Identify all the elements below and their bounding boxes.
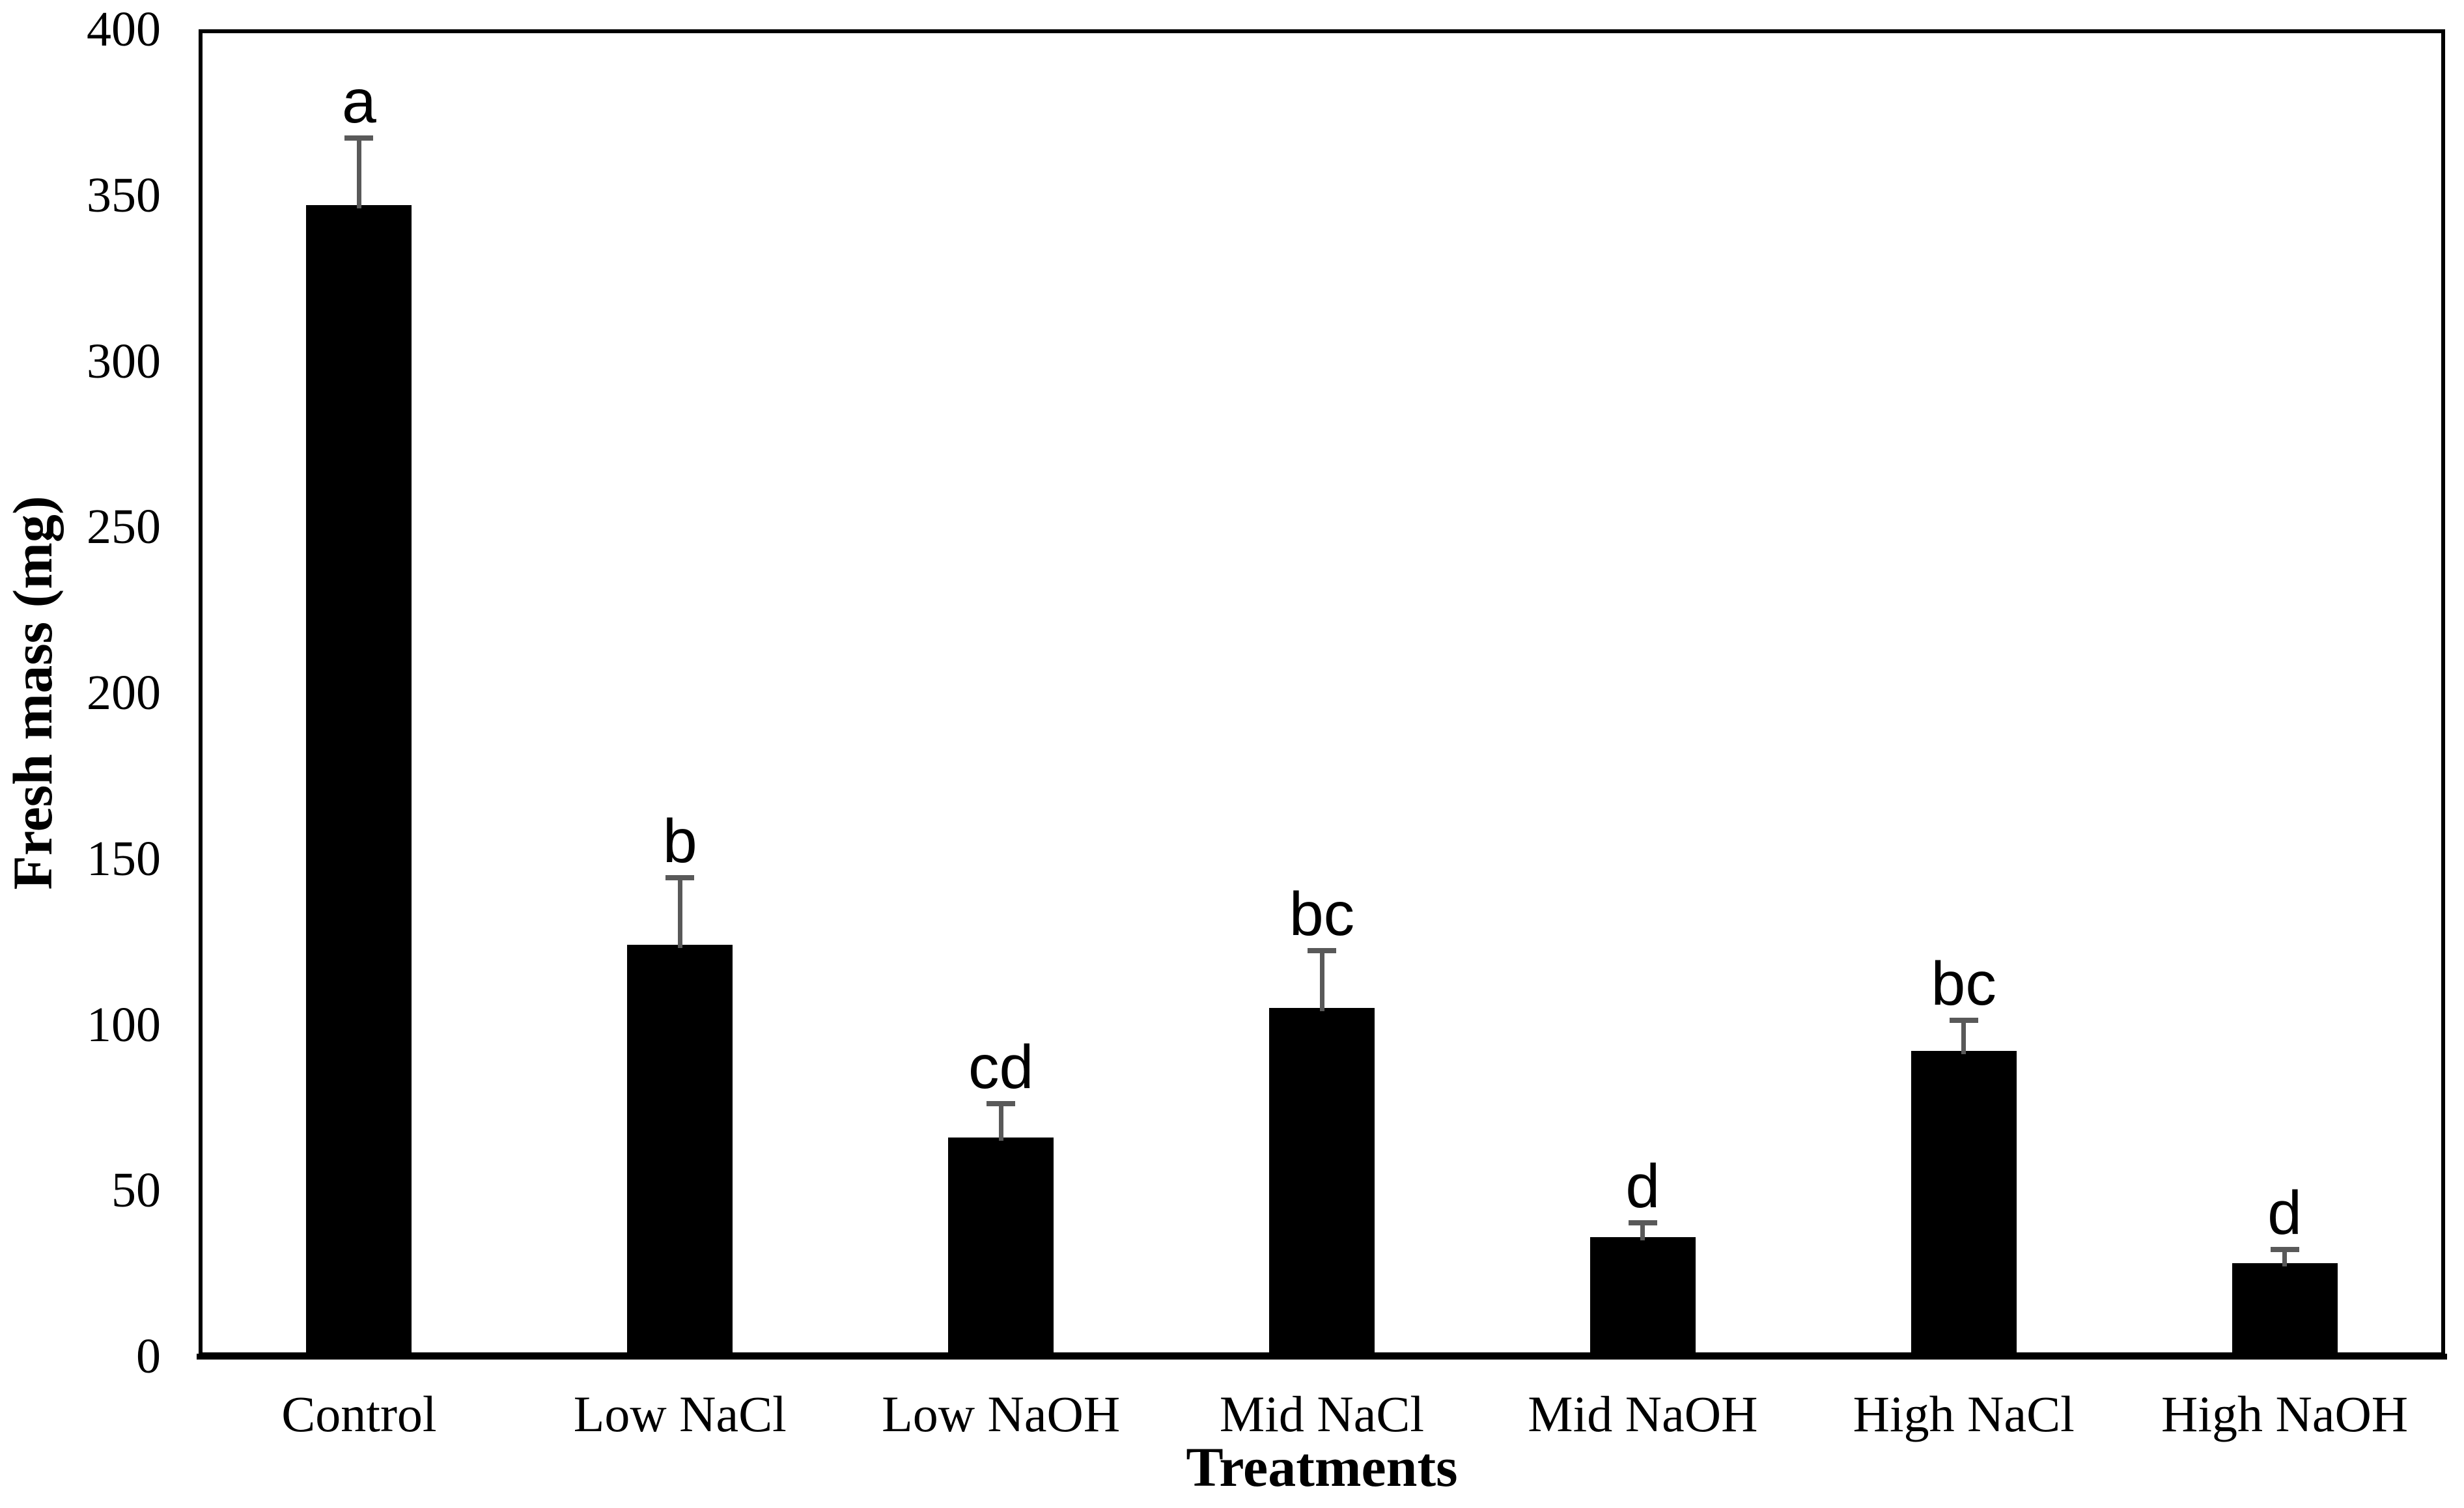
significance-letter: b — [662, 807, 697, 876]
error-bar-cap — [987, 1100, 1016, 1106]
bar — [306, 205, 412, 1356]
x-tick-label: High NaOH — [2161, 1386, 2409, 1442]
error-bar-whisker — [1961, 1022, 1967, 1055]
significance-letter: bc — [1931, 949, 1996, 1019]
significance-letter: bc — [1289, 880, 1355, 949]
y-tick-label: 100 — [87, 997, 161, 1052]
x-tick-label: Low NaCl — [573, 1386, 787, 1442]
error-bar-cap — [2270, 1246, 2299, 1252]
y-tick-label: 200 — [87, 665, 161, 720]
x-tick-label: High NaCl — [1853, 1386, 2075, 1442]
y-tick-label: 150 — [87, 831, 161, 886]
y-tick-label: 0 — [136, 1329, 161, 1384]
error-bar-whisker — [1640, 1225, 1645, 1240]
bar — [627, 945, 733, 1356]
y-tick-label: 300 — [87, 333, 161, 389]
bar — [1269, 1008, 1375, 1356]
significance-letter: a — [342, 67, 376, 137]
bar — [1589, 1236, 1696, 1356]
x-tick-label: Mid NaOH — [1528, 1386, 1758, 1442]
error-bar-whisker — [677, 880, 682, 949]
error-bar-cap — [1628, 1220, 1657, 1226]
error-bar-whisker — [1319, 953, 1324, 1012]
error-bar-whisker — [998, 1105, 1003, 1141]
y-tick-label: 350 — [87, 167, 161, 223]
y-axis-title: Fresh mass (mg) — [1, 496, 64, 890]
significance-letter: d — [1625, 1152, 1660, 1222]
bar — [1911, 1051, 2017, 1356]
error-bar-cap — [665, 875, 695, 881]
error-bar-cap — [1308, 948, 1336, 954]
bar — [948, 1137, 1054, 1356]
bar — [2232, 1263, 2338, 1356]
x-tick-label: Mid NaCl — [1219, 1386, 1425, 1442]
x-tick-label: Low NaOH — [882, 1386, 1121, 1442]
x-axis-title: Treatments — [1186, 1436, 1458, 1498]
error-bar-cap — [344, 135, 374, 141]
y-tick-label: 50 — [111, 1163, 161, 1218]
error-bar-cap — [1949, 1018, 1978, 1024]
x-tick-label: Control — [281, 1386, 437, 1442]
error-bar-whisker — [2282, 1251, 2288, 1267]
significance-letter: cd — [968, 1032, 1034, 1102]
x-axis-line — [197, 1354, 2447, 1360]
significance-letter: d — [2267, 1178, 2302, 1248]
error-bar-whisker — [356, 140, 361, 209]
y-tick-label: 250 — [87, 499, 161, 555]
y-tick-label: 400 — [87, 2, 161, 57]
